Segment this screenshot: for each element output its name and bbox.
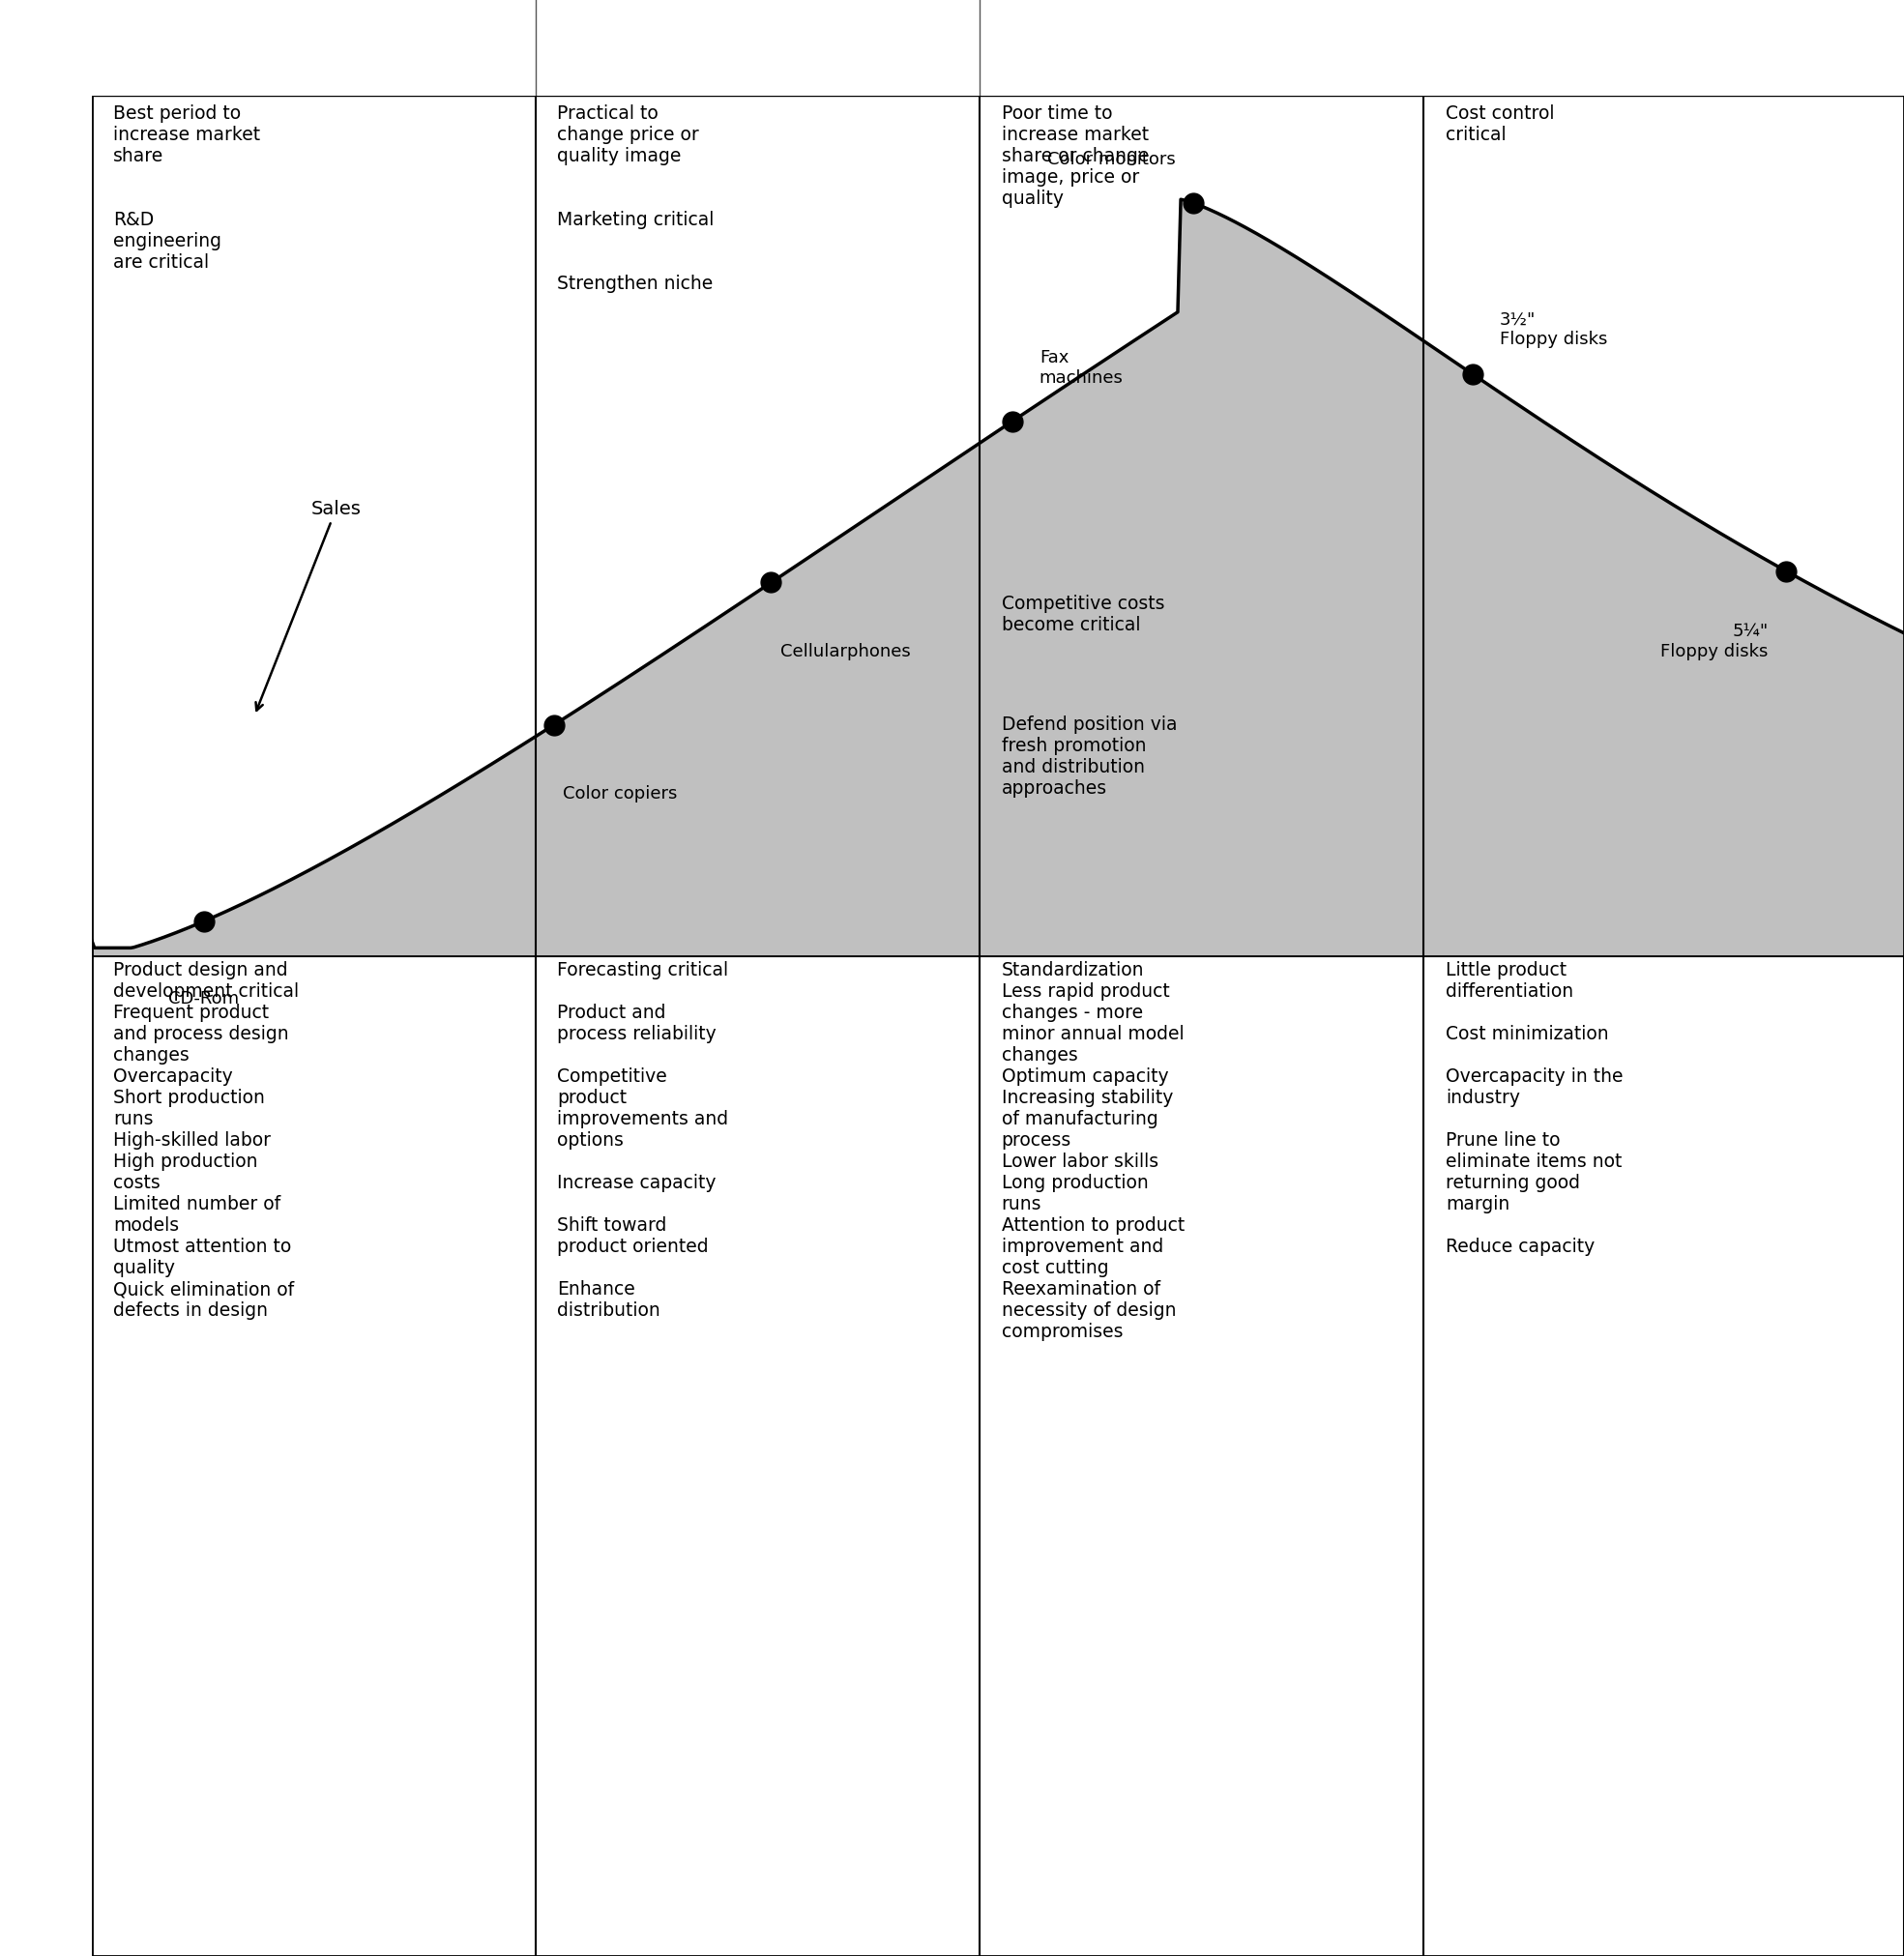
Text: CD-Rom: CD-Rom xyxy=(168,990,240,1007)
Text: GROWTH: GROWTH xyxy=(668,31,845,65)
Text: Poor time to
increase market
share or change
image, price or
quality: Poor time to increase market share or ch… xyxy=(1002,104,1148,207)
Text: Practical to
change price or
quality image


Marketing critical


Strengthen nic: Practical to change price or quality ima… xyxy=(558,104,714,293)
Text: Defend position via
fresh promotion
and distribution
approaches: Defend position via fresh promotion and … xyxy=(1002,716,1177,798)
Text: Little product
differentiation

Cost minimization

Overcapacity in the
industry
: Little product differentiation Cost mini… xyxy=(1445,962,1622,1256)
Text: Fax
machines: Fax machines xyxy=(1040,350,1123,387)
Text: Forecasting critical

Product and
process reliability

Competitive
product
impro: Forecasting critical Product and process… xyxy=(558,962,729,1320)
Text: Competitive costs
become critical: Competitive costs become critical xyxy=(1002,595,1163,634)
Text: Product design and
development critical
Frequent product
and process design
chan: Product design and development critical … xyxy=(112,962,299,1320)
Text: 3½"
Floppy disks: 3½" Floppy disks xyxy=(1500,311,1607,348)
Text: Color copiers: Color copiers xyxy=(564,784,678,802)
Text: Standardization
Less rapid product
changes - more
minor annual model
changes
Opt: Standardization Less rapid product chang… xyxy=(1002,962,1184,1342)
Text: Company Strategy Issues: Company Strategy Issues xyxy=(32,334,59,718)
Text: Cost control
critical: Cost control critical xyxy=(1445,104,1554,145)
Text: DECLINE: DECLINE xyxy=(1580,31,1748,65)
Text: INTRODUCTION: INTRODUCTION xyxy=(162,31,465,65)
Text: Cellularphones: Cellularphones xyxy=(781,644,910,661)
Text: POM Strategy Issues: POM Strategy Issues xyxy=(32,1299,59,1614)
Text: Color monitors: Color monitors xyxy=(1047,151,1175,168)
Text: Best period to
increase market
share


R&D
engineering
are critical: Best period to increase market share R&D… xyxy=(112,104,261,272)
Text: MATURITY: MATURITY xyxy=(1101,31,1302,65)
Text: Sales: Sales xyxy=(255,501,362,710)
Text: 5¼"
Floppy disks: 5¼" Floppy disks xyxy=(1660,622,1769,661)
